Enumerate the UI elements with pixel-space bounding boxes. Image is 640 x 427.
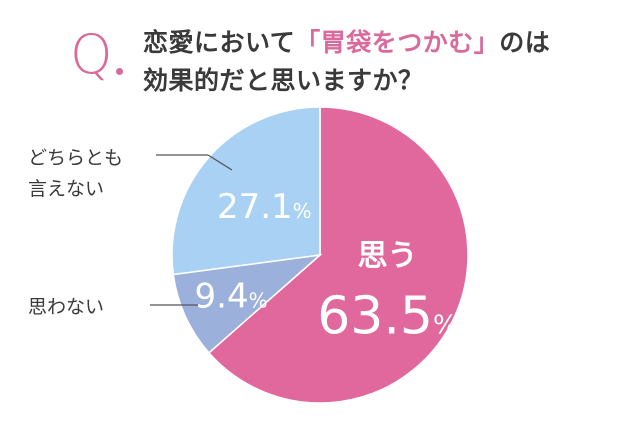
title-highlight: 「胃袋をつかむ」 xyxy=(295,28,500,57)
slice-value-label-no: 9.4% xyxy=(195,276,268,316)
pie-slices xyxy=(171,106,469,404)
slice-value-label-yes: 63.5% xyxy=(317,286,458,346)
pie-slice-yes xyxy=(207,106,469,404)
neutral-leader-line-diag xyxy=(207,154,233,171)
title-line-2: 効果的だと思いますか？ xyxy=(143,66,424,95)
no-label: 思わない xyxy=(28,296,104,318)
value-labels: 思う 63.5% 9.4% 27.1% xyxy=(195,187,458,346)
title-text-b: のは xyxy=(499,28,551,57)
neutral-label-line-2: 言えない xyxy=(28,178,104,200)
title-line-1: 恋愛において「胃袋をつかむ」のは xyxy=(143,24,550,62)
neutral-label-line-1: どちらとも xyxy=(28,147,123,169)
slice-value-label-neutral: 27.1% xyxy=(217,187,312,227)
q-icon: Q xyxy=(70,23,113,86)
callouts xyxy=(150,154,233,306)
q-dot-icon xyxy=(116,68,123,75)
chart-title: 恋愛において「胃袋をつかむ」のは 効果的だと思いますか？ xyxy=(143,24,550,100)
pie-slice-no xyxy=(172,253,323,354)
pie-slice-neutral xyxy=(171,106,321,276)
slice-category-label-yes: 思う xyxy=(357,238,417,273)
title-text-a: 恋愛において xyxy=(143,28,296,57)
